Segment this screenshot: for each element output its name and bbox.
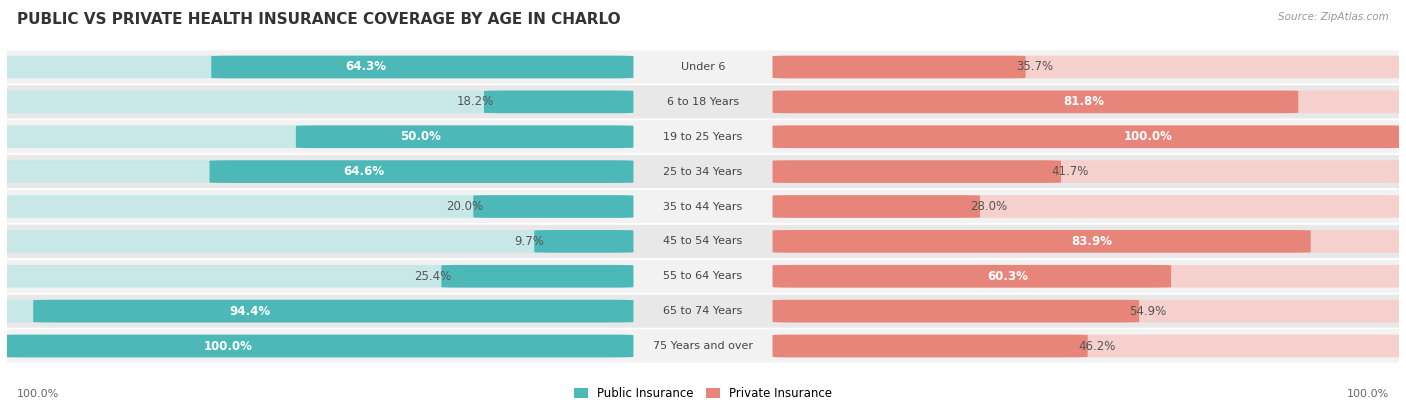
FancyBboxPatch shape <box>772 160 1406 183</box>
FancyBboxPatch shape <box>772 90 1298 113</box>
FancyBboxPatch shape <box>474 195 633 218</box>
Text: 9.7%: 9.7% <box>515 235 544 248</box>
FancyBboxPatch shape <box>772 195 980 218</box>
Text: 25 to 34 Years: 25 to 34 Years <box>664 166 742 177</box>
FancyBboxPatch shape <box>0 126 633 148</box>
Text: 75 Years and over: 75 Years and over <box>652 341 754 351</box>
FancyBboxPatch shape <box>34 300 633 323</box>
FancyBboxPatch shape <box>772 230 1310 253</box>
FancyBboxPatch shape <box>772 335 1406 357</box>
FancyBboxPatch shape <box>772 265 1171 287</box>
Text: Under 6: Under 6 <box>681 62 725 72</box>
FancyBboxPatch shape <box>0 90 633 113</box>
Text: 35 to 44 Years: 35 to 44 Years <box>664 202 742 211</box>
Text: 41.7%: 41.7% <box>1052 165 1088 178</box>
Text: 45 to 54 Years: 45 to 54 Years <box>664 236 742 247</box>
FancyBboxPatch shape <box>441 265 633 287</box>
Text: 55 to 64 Years: 55 to 64 Years <box>664 271 742 281</box>
Text: 83.9%: 83.9% <box>1071 235 1112 248</box>
FancyBboxPatch shape <box>772 90 1406 113</box>
FancyBboxPatch shape <box>0 155 1406 188</box>
Text: 6 to 18 Years: 6 to 18 Years <box>666 97 740 107</box>
Text: PUBLIC VS PRIVATE HEALTH INSURANCE COVERAGE BY AGE IN CHARLO: PUBLIC VS PRIVATE HEALTH INSURANCE COVER… <box>17 12 620 27</box>
FancyBboxPatch shape <box>772 160 1062 183</box>
FancyBboxPatch shape <box>772 56 1025 78</box>
Text: 100.0%: 100.0% <box>204 339 253 353</box>
Text: 100.0%: 100.0% <box>17 389 59 399</box>
FancyBboxPatch shape <box>772 300 1406 323</box>
FancyBboxPatch shape <box>0 56 633 78</box>
Text: 28.0%: 28.0% <box>970 200 1007 213</box>
FancyBboxPatch shape <box>772 335 1088 357</box>
FancyBboxPatch shape <box>0 195 633 218</box>
FancyBboxPatch shape <box>0 225 1406 258</box>
FancyBboxPatch shape <box>0 300 633 323</box>
Text: 54.9%: 54.9% <box>1129 305 1167 318</box>
FancyBboxPatch shape <box>772 195 1406 218</box>
FancyBboxPatch shape <box>0 85 1406 119</box>
Text: 50.0%: 50.0% <box>399 130 440 143</box>
FancyBboxPatch shape <box>0 335 633 357</box>
FancyBboxPatch shape <box>0 230 633 253</box>
Text: 60.3%: 60.3% <box>987 270 1028 283</box>
Text: 18.2%: 18.2% <box>457 95 494 108</box>
FancyBboxPatch shape <box>0 335 633 357</box>
FancyBboxPatch shape <box>209 160 633 183</box>
FancyBboxPatch shape <box>0 330 1406 363</box>
FancyBboxPatch shape <box>772 56 1406 78</box>
Text: 35.7%: 35.7% <box>1015 60 1053 74</box>
FancyBboxPatch shape <box>0 120 1406 153</box>
FancyBboxPatch shape <box>772 126 1406 148</box>
FancyBboxPatch shape <box>0 160 633 183</box>
Text: 20.0%: 20.0% <box>446 200 484 213</box>
FancyBboxPatch shape <box>295 126 633 148</box>
FancyBboxPatch shape <box>0 260 1406 293</box>
Text: 81.8%: 81.8% <box>1063 95 1104 108</box>
Text: 100.0%: 100.0% <box>1123 130 1173 143</box>
Text: 64.6%: 64.6% <box>343 165 385 178</box>
FancyBboxPatch shape <box>0 294 1406 328</box>
Text: 64.3%: 64.3% <box>344 60 385 74</box>
FancyBboxPatch shape <box>0 50 1406 83</box>
FancyBboxPatch shape <box>0 265 633 287</box>
Text: 94.4%: 94.4% <box>229 305 270 318</box>
FancyBboxPatch shape <box>484 90 633 113</box>
Text: Source: ZipAtlas.com: Source: ZipAtlas.com <box>1278 12 1389 22</box>
FancyBboxPatch shape <box>211 56 633 78</box>
FancyBboxPatch shape <box>772 300 1139 323</box>
Text: 25.4%: 25.4% <box>413 270 451 283</box>
Text: 65 to 74 Years: 65 to 74 Years <box>664 306 742 316</box>
Legend: Public Insurance, Private Insurance: Public Insurance, Private Insurance <box>569 382 837 405</box>
Text: 46.2%: 46.2% <box>1078 339 1115 353</box>
Text: 100.0%: 100.0% <box>1347 389 1389 399</box>
FancyBboxPatch shape <box>0 190 1406 223</box>
FancyBboxPatch shape <box>772 230 1406 253</box>
Text: 19 to 25 Years: 19 to 25 Years <box>664 132 742 142</box>
FancyBboxPatch shape <box>772 126 1406 148</box>
FancyBboxPatch shape <box>534 230 633 253</box>
FancyBboxPatch shape <box>772 265 1406 287</box>
